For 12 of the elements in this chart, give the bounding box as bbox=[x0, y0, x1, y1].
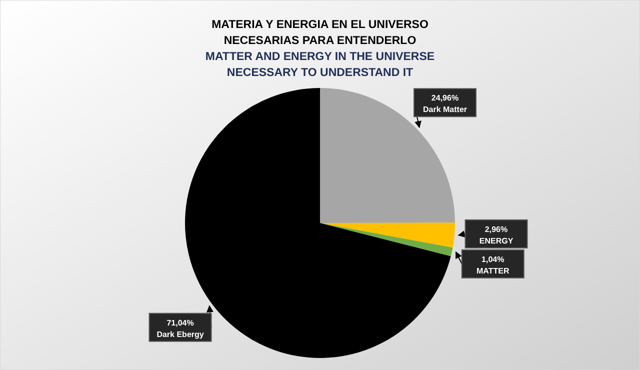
slice-label: Dark Matter bbox=[422, 105, 468, 114]
slice-label: ENERGY bbox=[479, 236, 514, 246]
slice-label: MATTER bbox=[476, 266, 510, 276]
slice-label: Dark Ebergy bbox=[156, 330, 204, 339]
data-label: 1,04% bbox=[482, 254, 504, 264]
data-label: 2,96% bbox=[484, 224, 508, 234]
data-label: 24,96% bbox=[431, 94, 459, 103]
chart-subtitle: MATTER AND ENERGY IN THE UNIVERSE NECESSARY TO UNDERSTAND IT bbox=[205, 51, 435, 79]
chart-title: MATERIA Y ENERGIA EN EL UNIVERSO NECESARIAS PARA ENTENDERLO bbox=[212, 19, 428, 47]
data-label: 71,04% bbox=[166, 318, 194, 328]
pie-slice bbox=[320, 223, 453, 256]
pie-slice bbox=[320, 222, 455, 248]
